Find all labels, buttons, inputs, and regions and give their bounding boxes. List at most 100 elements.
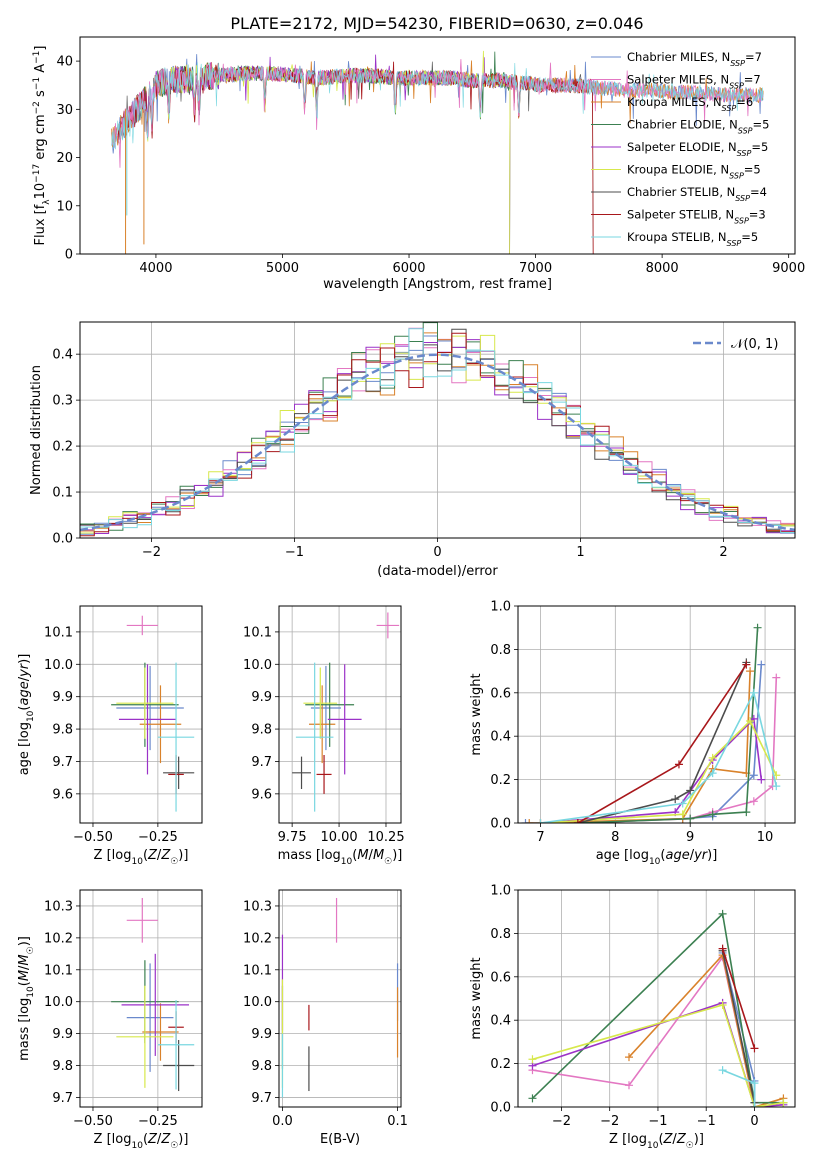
residuals-ytick-label: 0.3 [52,394,73,409]
spectrum-legend-label: Kroupa ELODIE, NSSP=5 [627,163,761,181]
massweight_vs_age-ytick-label: 1.0 [490,600,511,615]
massweight_vs_age-marker [708,810,717,819]
massweight_vs_age-marker [742,808,751,817]
residuals-legend: 𝒩(0, 1) [693,337,778,352]
residuals-ytick-label: 0.2 [52,440,73,455]
age_vs_Z-ytick-label: 9.7 [52,755,73,770]
massweight_vs_age-xtick-label: 10 [757,830,774,845]
spectrum-ytick-label: 20 [56,151,73,166]
massweight_vs_Z-axes: −2 −2 −1 −1 0 0.0 0.2 0.4 0.6 0.8 1.0 Z [log10(Z/Z☉… [469,884,796,1151]
mass_vs_ebv-xtick-label: 0.1 [387,1114,408,1129]
massweight_vs_age-marker [757,775,766,784]
massweight_vs_Z-xlabel: Z [log10(Z/Z☉)] [609,1132,704,1151]
spectrum-xtick-label: 9000 [772,261,805,276]
residuals-xtick-label: 1 [576,545,584,560]
massweight_vs_age-xtick-label: 7 [536,830,544,845]
age_vs_mass-ytick-label: 9.6 [251,787,272,802]
spectrum-legend-label: Chabrier ELODIE, NSSP=5 [627,118,769,136]
mass_vs_Z-ytick-label: 10.1 [44,963,73,978]
age_vs_mass-plot-area [292,612,400,812]
mass_vs_Z-ytick-label: 10.3 [44,899,73,914]
spectrum-legend-label: Salpeter ELODIE, NSSP=5 [627,140,768,158]
massweight_vs_Z-series-6 [721,950,756,1103]
mass_vs_ebv-axes: 0.0 0.1 9.7 9.8 9.9 10.0 10.1 10.2 10.3 E(B-V) [243,889,408,1147]
residuals-plot-area [80,322,795,537]
massweight_vs_age-marker [674,760,683,769]
massweight_vs_age-marker [671,795,680,804]
age_vs_Z-ytick-label: 9.9 [52,690,73,705]
massweight_vs_Z-xtick-label: −2 [600,1114,619,1129]
residuals-xtick-label: 2 [719,545,727,560]
mass_vs_ebv-ytick-label: 9.9 [251,1027,272,1042]
massweight_vs_age-marker [536,819,545,823]
massweight_vs_Z-marker [750,1044,759,1053]
mass_vs_Z-ytick-label: 10.0 [44,995,73,1010]
age_vs_mass-ytick-label: 9.9 [251,690,272,705]
residuals-legend-label: 𝒩(0, 1) [731,337,778,352]
age_vs_Z-ylabel: age [log10(age/yr)] [17,654,36,776]
age_vs_mass-axes: 9.75 10.00 10.25 9.6 9.7 9.8 9.9 10.0 10.1 mass [… [243,605,405,867]
massweight_vs_Z-ytick-label: 1.0 [490,884,511,899]
mass_vs_Z-xtick-label: −0.50 [73,1114,113,1129]
mass_vs_ebv-ytick-label: 10.2 [243,931,272,946]
massweight_vs_age-marker [772,673,781,682]
spectrum-title: PLATE=2172, MJD=54230, FIBERID=0630, z=0… [230,14,643,33]
age_vs_Z-axes: −0.50 −0.25 9.6 9.7 9.8 9.9 10.0 10.1 Z [log10(Z… [17,605,203,867]
massweight_vs_age-series-6 [577,662,748,823]
age_vs_mass-ytick-label: 10.1 [243,625,272,640]
massweight_vs_age-marker [742,660,751,669]
mass_vs_Z-plot-area [111,897,195,1092]
residuals-xtick-label: 0 [433,545,441,560]
massweight_vs_age-marker [678,810,687,819]
spectrum-legend-label: Kroupa STELIB, NSSP=5 [627,230,758,248]
massweight_vs_Z-marker [779,1098,788,1107]
residuals-xlabel: (data-model)/error [377,564,498,579]
massweight_vs_age-xlabel: age [log10(age/yr)] [596,848,718,867]
spectrum-xtick-label: 8000 [646,261,679,276]
spectrum-axes: 4000 5000 6000 7000 8000 9000 0 10 20 30 40 wavelen… [32,36,805,292]
spectrum-legend-label: Salpeter MILES, NSSP=7 [627,73,761,91]
age_vs_mass-ytick-label: 9.7 [251,755,272,770]
massweight_vs_age-ytick-label: 0.0 [490,817,511,832]
massweight_vs_age-marker [525,819,534,823]
mass_vs_Z-xlabel: Z [log10(Z/Z☉)] [94,1132,189,1151]
mass_vs_ebv-plot-area [281,897,399,1098]
massweight_vs_Z-marker [718,1001,727,1010]
massweight_vs_age-marker [753,623,762,632]
massweight_vs_Z-marker [718,944,727,953]
massweight_vs_Z-series-5 [532,1004,784,1107]
age_vs_mass-ytick-label: 9.8 [251,723,272,738]
massweight_vs_Z-marker [624,1053,633,1062]
massweight_vs_Z-marker [528,1055,537,1064]
mass_vs_Z-axes: −0.50 −0.25 9.7 9.8 9.9 10.0 10.1 10.2 10.3 Z [lo… [17,889,203,1151]
massweight_vs_Z-series-7 [721,948,756,1049]
spectrum-legend-label: Chabrier STELIB, NSSP=4 [627,185,767,203]
age_vs_Z-frame [79,605,203,824]
age_vs_Z-ytick-label: 9.6 [52,787,73,802]
massweight_vs_Z-marker [528,1094,537,1103]
massweight_vs_Z-marker [750,1079,759,1088]
massweight_vs_age-marker [749,688,758,697]
mass_vs_ebv-ytick-label: 10.0 [243,995,272,1010]
massweight_vs_age-marker [746,667,755,676]
massweight_vs_Z-series-3 [531,912,784,1104]
massweight_vs_Z-ylabel: mass weight [469,957,484,1039]
massweight_vs_age-marker [686,786,695,795]
residuals-hist-4 [80,339,795,534]
massweight_vs_age-ylabel: mass weight [469,673,484,755]
mass_vs_ebv-ytick-label: 10.3 [243,899,272,914]
spectrum-series-7 [117,61,594,254]
massweight_vs_age-xtick-label: 9 [686,830,694,845]
massweight_vs_Z-xtick-label: 0 [750,1114,758,1129]
spectrum-xtick-label: 5000 [266,261,299,276]
age_vs_mass-frame [278,605,402,824]
massweight_vs_Z-marker [718,1066,727,1075]
massweight_vs_age-series-7 [577,664,747,823]
massweight_vs_age-ytick-label: 0.4 [490,730,511,745]
age_vs_Z-xlabel: Z [log10(Z/Z☉)] [94,848,189,867]
spectrum-xtick-label: 6000 [392,261,425,276]
age_vs_Z-ytick-label: 9.8 [52,723,73,738]
spectrum-series-4 [142,54,511,254]
massweight_vs_age-marker [708,769,717,778]
spectrum-legend-label: Chabrier MILES, NSSP=7 [627,50,762,68]
